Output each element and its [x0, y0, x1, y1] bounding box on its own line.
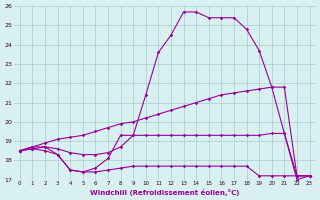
X-axis label: Windchill (Refroidissement éolien,°C): Windchill (Refroidissement éolien,°C)	[90, 189, 239, 196]
